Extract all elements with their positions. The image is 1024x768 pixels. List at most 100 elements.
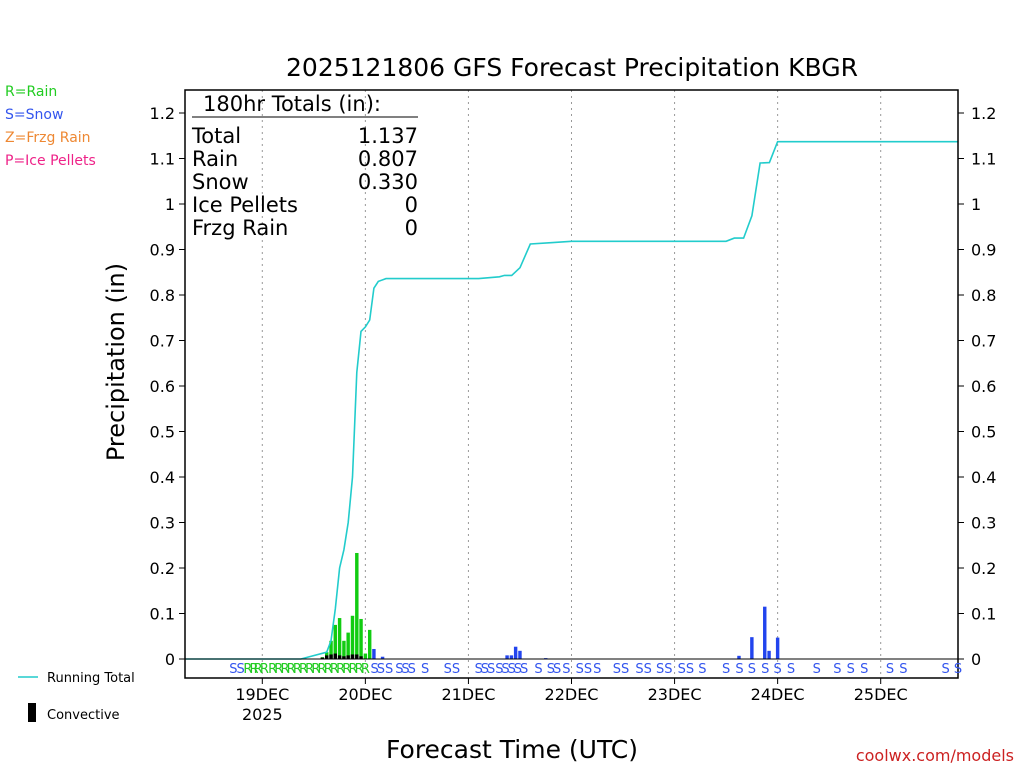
precip-type-mark: R <box>274 662 283 677</box>
precip-type-mark: R <box>287 662 296 677</box>
y-tick-label: 0.6 <box>971 377 996 396</box>
x-tick-label: 24DEC <box>751 685 805 704</box>
convective-bar <box>342 656 346 659</box>
precip-type-mark: S <box>584 662 592 677</box>
precip-type-mark: R <box>342 662 351 677</box>
y-tick-label: 1.2 <box>971 104 996 123</box>
precip-type-mark: R <box>348 662 357 677</box>
precip-type-mark: S <box>735 662 743 677</box>
precip-type-mark: S <box>553 662 561 677</box>
y-tick-label: 0.2 <box>150 559 175 578</box>
precip-type-mark: S <box>748 662 756 677</box>
precip-type-mark: S <box>722 662 730 677</box>
precip-type-mark: S <box>787 662 795 677</box>
precip-type-mark: S <box>237 662 245 677</box>
precip-type-mark: S <box>481 662 489 677</box>
precip-type-legend-item: S=Snow <box>5 107 63 123</box>
precip-type-mark: S <box>475 662 483 677</box>
convective-bar <box>337 655 342 659</box>
precip-bar <box>355 552 359 659</box>
running-total-line <box>185 140 958 660</box>
x-tick-label: 21DEC <box>441 685 495 704</box>
precip-type-mark: R <box>299 662 308 677</box>
precip-type-mark: S <box>833 662 841 677</box>
precip-type-mark: S <box>941 662 949 677</box>
precip-type-legend-item: P=Ice Pellets <box>5 153 96 169</box>
y-tick-label: 0.2 <box>971 559 996 578</box>
precip-type-mark: R <box>280 662 289 677</box>
credit-text: coolwx.com/models <box>856 746 1014 765</box>
convective-bars <box>320 653 363 659</box>
y-axis-label: Precipitation (in) <box>102 263 130 461</box>
precip-type-mark: S <box>444 662 452 677</box>
plot-area: 0 0.1 0.2 0.3 0.4 0.5 0.6 0.7 0.8 0.9 1 1.1 1.2 0 0.1… <box>150 89 996 724</box>
y-tick-label: 0.9 <box>971 241 996 260</box>
y-tick-label: 0.4 <box>971 468 996 487</box>
precip-type-mark: R <box>318 662 327 677</box>
precip-bar <box>763 606 767 659</box>
precip-type-mark: S <box>644 662 652 677</box>
precip-type-legend-item: R=Rain <box>5 84 57 100</box>
convective-legend-swatch <box>28 703 36 722</box>
y-tick-label: 0.5 <box>150 423 175 442</box>
precip-type-mark: S <box>686 662 694 677</box>
precip-bar <box>775 637 780 659</box>
precip-type-mark: S <box>774 662 782 677</box>
y-tick-label: 0.7 <box>971 332 996 351</box>
x-tick-label: 19DEC <box>235 685 289 704</box>
precip-type-mark: S <box>534 662 542 677</box>
y-tick-label: 0.5 <box>971 423 996 442</box>
x-tick-label: 20DEC <box>338 685 392 704</box>
precip-type-mark: S <box>229 662 237 677</box>
precip-type-mark: S <box>698 662 706 677</box>
precip-type-legend-item: Z=Frzg Rain <box>5 130 91 146</box>
precip-bar <box>509 655 514 659</box>
precip-type-mark: R <box>355 662 364 677</box>
precip-type-mark: S <box>847 662 855 677</box>
y-axis-left: 0 0.1 0.2 0.3 0.4 0.5 0.6 0.7 0.8 0.9 1 1.1 1.2 <box>150 104 185 669</box>
precip-type-mark: R <box>293 662 302 677</box>
convective-bar <box>350 654 355 659</box>
totals-row-label: Frzg Rain <box>192 216 288 240</box>
precip-type-mark: S <box>501 662 509 677</box>
totals-row-label: Rain <box>192 147 238 171</box>
y-tick-label: 1.1 <box>150 150 175 169</box>
precip-type-mark: S <box>495 662 503 677</box>
y-tick-label: 0 <box>971 650 981 669</box>
precip-bar <box>518 650 522 659</box>
precip-type-mark: S <box>576 662 584 677</box>
precip-bar <box>359 618 363 659</box>
convective-bar <box>333 653 337 659</box>
y-tick-label: 0.7 <box>150 332 175 351</box>
precip-bar <box>505 655 509 659</box>
y-tick-label: 0.1 <box>150 605 175 624</box>
precip-type-mark: S <box>562 662 570 677</box>
precip-type-mark: R <box>336 662 345 677</box>
y-tick-label: 0.9 <box>150 241 175 260</box>
totals-header: 180hr Totals (in): <box>203 92 381 116</box>
precip-type-mark: S <box>954 662 962 677</box>
convective-bar <box>346 655 350 659</box>
precip-type-mark: S <box>899 662 907 677</box>
totals-row-value: 0 <box>405 216 418 240</box>
line-legend: Running Total Convective <box>18 671 135 723</box>
precip-type-mark: S <box>886 662 894 677</box>
precip-bar <box>337 618 342 659</box>
precip-type-mark: S <box>593 662 601 677</box>
precip-bar <box>363 653 368 659</box>
precip-type-mark: R <box>305 662 314 677</box>
y-tick-label: 1.1 <box>971 150 996 169</box>
x-tick-label: 23DEC <box>648 685 702 704</box>
precip-type-mark: R <box>243 662 252 677</box>
y-tick-label: 0.4 <box>150 468 175 487</box>
y-tick-label: 1 <box>165 195 175 214</box>
precip-type-mark: S <box>613 662 621 677</box>
precip-bars <box>320 552 780 659</box>
running-total-legend-label: Running Total <box>47 671 135 686</box>
totals-row-value: 0.330 <box>358 170 418 194</box>
precip-bar <box>350 615 355 659</box>
y-tick-label: 0.8 <box>971 286 996 305</box>
precip-type-mark: R <box>250 662 259 677</box>
